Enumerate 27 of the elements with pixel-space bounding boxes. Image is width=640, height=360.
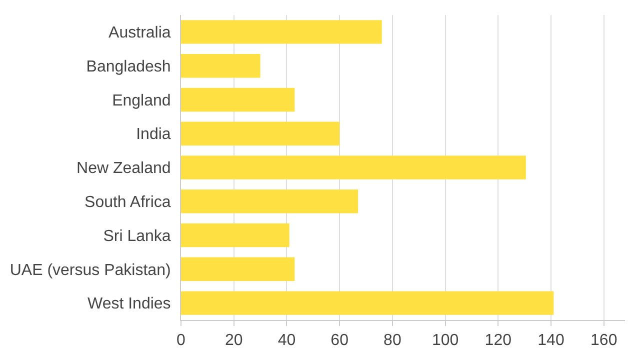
x-tick-label: 80	[384, 332, 402, 350]
y-tick-label: England	[112, 92, 171, 110]
y-tick-label: South Africa	[84, 194, 171, 211]
bar	[181, 257, 295, 282]
bar	[181, 156, 526, 180]
y-tick-label: UAE (versus Pakistan)	[10, 262, 171, 279]
bar	[181, 291, 554, 315]
y-tick-label: Bangladesh	[86, 58, 171, 76]
bar	[181, 20, 382, 44]
y-tick-label: Australia	[108, 24, 171, 42]
y-tick-label: New Zealand	[76, 160, 171, 178]
x-tick-label: 40	[278, 332, 296, 350]
y-tick-label: West Indies	[88, 296, 171, 313]
bar	[181, 122, 340, 146]
x-tick-label: 160	[590, 332, 618, 350]
bar	[181, 223, 290, 248]
x-tick-label: 120	[484, 332, 512, 350]
x-tick-label: 20	[224, 332, 243, 350]
x-tick-label: 100	[432, 332, 459, 350]
x-tick-label: 60	[330, 332, 349, 350]
bar	[181, 190, 358, 214]
bar	[181, 54, 260, 78]
x-tick-label: 140	[538, 332, 564, 350]
y-tick-label: Sri Lanka	[103, 228, 171, 245]
y-tick-label: India	[136, 126, 171, 144]
x-tick-label: 0	[176, 332, 186, 350]
bar	[181, 88, 295, 112]
